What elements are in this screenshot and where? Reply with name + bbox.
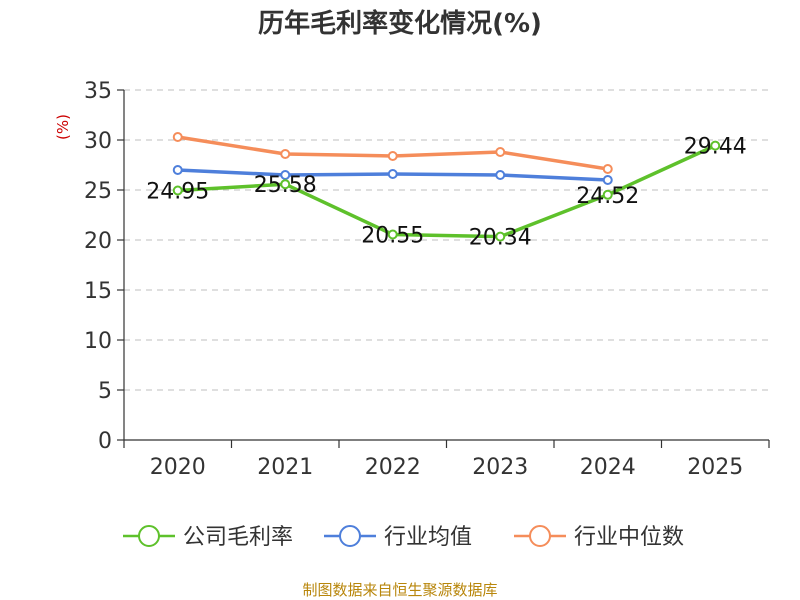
- x-tick-label: 2023: [472, 455, 528, 480]
- x-tick-label: 2025: [687, 455, 743, 480]
- data-labels: 24.95 25.58 20.55 20.34 24.52 29.44: [146, 135, 746, 251]
- data-label: 20.55: [361, 224, 424, 249]
- data-point[interactable]: [280, 149, 291, 159]
- x-tick-label: 2022: [365, 455, 421, 480]
- x-tick-label: 2020: [150, 455, 206, 480]
- data-point[interactable]: [495, 170, 506, 180]
- legend-label: 行业中位数: [574, 525, 684, 550]
- legend-item[interactable]: 公司毛利率: [123, 525, 293, 550]
- data-label: 20.34: [469, 226, 532, 251]
- legend-item[interactable]: 行业均值: [324, 525, 472, 550]
- y-tick-label: 20: [84, 229, 112, 254]
- legend-label: 行业均值: [384, 525, 472, 550]
- y-tick-label: 35: [84, 79, 112, 104]
- data-point[interactable]: [172, 165, 183, 175]
- series-0: [172, 140, 721, 242]
- data-point[interactable]: [710, 140, 721, 151]
- legend-marker: [138, 525, 160, 547]
- series-2: [172, 132, 613, 174]
- legend-marker: [529, 525, 551, 547]
- y-tick-label: 10: [84, 329, 112, 354]
- y-tick-label: 5: [98, 379, 112, 404]
- data-point[interactable]: [602, 175, 613, 185]
- data-point[interactable]: [387, 151, 398, 161]
- x-tick-label: 2024: [580, 455, 636, 480]
- series-line: [177, 144, 716, 239]
- data-label: 24.52: [576, 184, 639, 209]
- data-label: 29.44: [684, 135, 747, 160]
- y-tick-label: 30: [84, 129, 112, 154]
- data-label: 24.95: [146, 180, 209, 205]
- data-label: 25.58: [254, 173, 317, 198]
- series-layer: [172, 132, 721, 242]
- data-point[interactable]: [387, 229, 398, 240]
- y-tick-label: 0: [98, 429, 112, 454]
- data-point[interactable]: [280, 170, 291, 180]
- legend[interactable]: 公司毛利率 行业均值 行业中位数: [123, 525, 684, 550]
- data-point[interactable]: [172, 185, 183, 196]
- x-tick-label: 2021: [257, 455, 313, 480]
- legend-item[interactable]: 行业中位数: [514, 525, 684, 550]
- legend-marker: [339, 525, 361, 547]
- gridlines: [124, 89, 769, 391]
- data-point[interactable]: [172, 132, 183, 142]
- data-point[interactable]: [602, 164, 613, 174]
- source-note: 制图数据来自恒生聚源数据库: [302, 581, 497, 599]
- data-point[interactable]: [387, 169, 398, 179]
- data-point[interactable]: [280, 179, 291, 190]
- y-axis-unit-label: (%): [54, 114, 72, 140]
- chart-title: 历年毛利率变化情况(%): [258, 8, 542, 39]
- legend-label: 公司毛利率: [183, 525, 293, 550]
- series-1: [172, 165, 613, 185]
- y-tick-label: 15: [84, 279, 112, 304]
- y-tick-label: 25: [84, 179, 112, 204]
- data-point[interactable]: [602, 189, 613, 200]
- data-point[interactable]: [495, 147, 506, 157]
- data-point[interactable]: [495, 231, 506, 242]
